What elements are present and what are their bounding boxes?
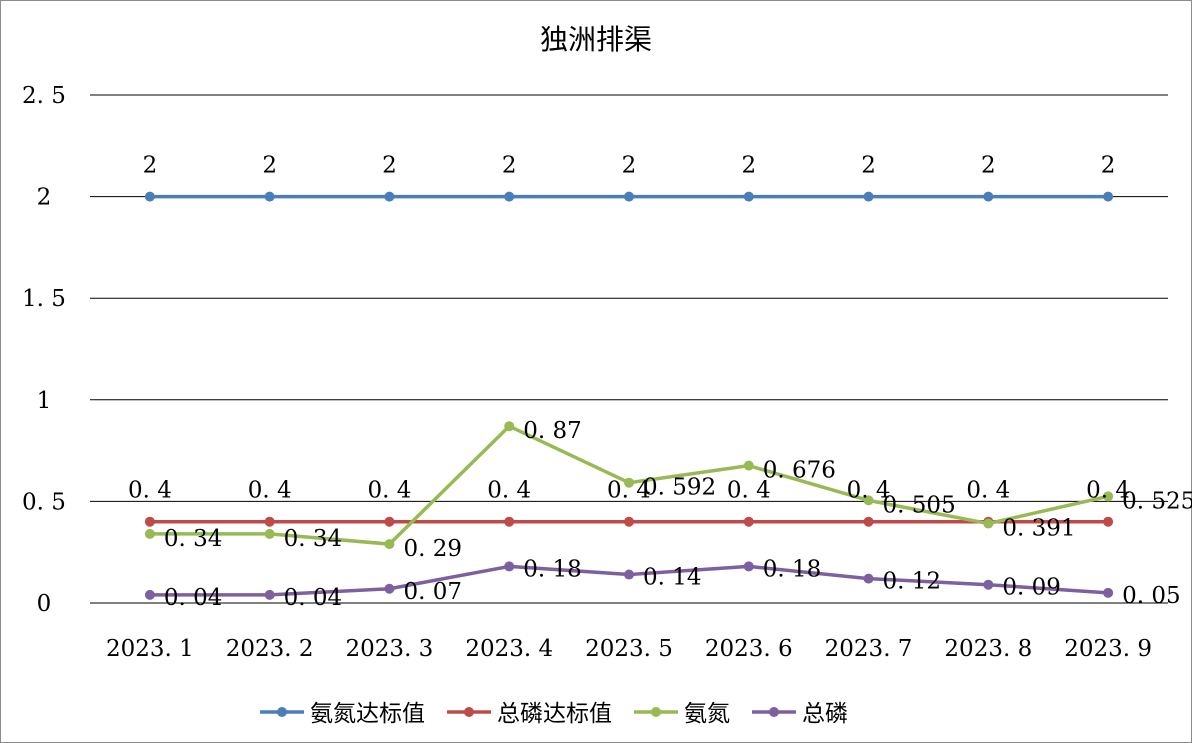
data-label: 2 (622, 153, 637, 179)
data-label: 2 (262, 153, 277, 179)
data-point (983, 191, 994, 202)
data-label: 2 (502, 153, 517, 179)
data-label: 2 (1101, 153, 1116, 179)
data-label: 0. 18 (523, 556, 582, 582)
x-tick-label: 2023. 5 (585, 636, 673, 662)
x-tick-label: 2023. 1 (106, 636, 194, 662)
data-point (624, 516, 634, 527)
data-label: 0. 4 (607, 478, 651, 504)
data-point (863, 191, 874, 202)
data-label: 0. 505 (883, 492, 956, 518)
data-label: 0. 07 (403, 579, 462, 605)
data-label: 2 (382, 153, 397, 179)
y-tick-label: 1 (37, 388, 52, 414)
data-point (384, 583, 395, 594)
data-point (144, 528, 155, 539)
data-point (863, 573, 874, 584)
x-tick-label: 2023. 3 (346, 636, 434, 662)
y-tick-label: 0. 5 (22, 489, 66, 515)
legend-marker (277, 707, 287, 717)
x-tick-label: 2023. 9 (1064, 636, 1152, 662)
x-tick-label: 2023. 8 (944, 636, 1032, 662)
data-label: 0. 29 (403, 536, 462, 562)
data-label: 0. 4 (1086, 478, 1130, 504)
data-point (504, 516, 515, 527)
x-tick-label: 2023. 4 (465, 636, 553, 662)
data-point (624, 191, 634, 202)
data-point (264, 589, 275, 600)
data-point (384, 516, 395, 527)
data-point (743, 191, 754, 202)
data-point (1103, 191, 1114, 202)
data-point (983, 579, 994, 590)
data-label: 2 (741, 153, 756, 179)
x-tick-label: 2023. 2 (226, 636, 314, 662)
data-label: 2 (143, 153, 158, 179)
data-label: 0. 525 (1122, 488, 1192, 514)
data-label: 0. 34 (164, 526, 223, 552)
data-point (504, 191, 515, 202)
data-label: 2 (981, 153, 996, 179)
data-point (144, 191, 155, 202)
data-point (624, 569, 634, 580)
data-point (384, 539, 395, 550)
data-label: 0. 09 (1002, 575, 1061, 601)
legend-marker (464, 707, 474, 717)
x-tick-label: 2023. 6 (705, 636, 793, 662)
data-label: 2 (861, 153, 876, 179)
data-label: 0. 87 (523, 418, 582, 444)
legend-marker (651, 707, 661, 717)
data-label: 0. 34 (284, 526, 343, 552)
legend-label: 总磷达标值 (497, 701, 612, 727)
legend-label: 氨氮 (684, 701, 730, 727)
data-label: 0. 4 (128, 478, 172, 504)
chart-title: 独洲排渠 (540, 23, 652, 56)
legend-label: 氨氮达标值 (310, 701, 425, 727)
y-tick-label: 2. 5 (22, 83, 66, 109)
data-point (144, 516, 155, 527)
data-label: 0. 04 (164, 585, 223, 611)
data-point (1103, 516, 1114, 527)
data-point (504, 561, 515, 572)
data-point (863, 516, 874, 527)
data-label: 0. 676 (763, 458, 836, 484)
data-point (743, 561, 754, 572)
data-point (1103, 491, 1114, 502)
y-tick-label: 0 (37, 591, 52, 617)
data-point (264, 528, 275, 539)
data-point (863, 495, 874, 506)
data-label: 0. 18 (763, 556, 822, 582)
data-label: 0. 12 (883, 569, 942, 595)
data-label: 0. 4 (248, 478, 292, 504)
legend-marker (769, 707, 779, 717)
data-point (983, 518, 994, 529)
data-point (264, 516, 275, 527)
data-label: 0. 592 (643, 475, 716, 501)
data-label: 0. 4 (727, 478, 771, 504)
data-point (743, 516, 754, 527)
data-label: 0. 391 (1002, 516, 1075, 542)
data-point (1103, 587, 1114, 598)
data-label: 0. 14 (643, 565, 702, 591)
data-point (743, 460, 754, 471)
data-label: 0. 05 (1122, 583, 1181, 609)
y-tick-label: 2 (37, 185, 52, 211)
data-label: 0. 4 (966, 478, 1010, 504)
data-label: 0. 4 (487, 478, 531, 504)
x-tick-label: 2023. 7 (825, 636, 913, 662)
data-point (384, 191, 395, 202)
data-point (624, 477, 634, 488)
data-label: 0. 4 (847, 478, 891, 504)
data-label: 0. 4 (367, 478, 411, 504)
y-tick-label: 1. 5 (22, 286, 66, 312)
data-point (264, 191, 275, 202)
legend-label: 总磷 (802, 701, 848, 727)
data-point (504, 421, 515, 432)
data-point (144, 589, 155, 600)
data-label: 0. 04 (284, 585, 343, 611)
